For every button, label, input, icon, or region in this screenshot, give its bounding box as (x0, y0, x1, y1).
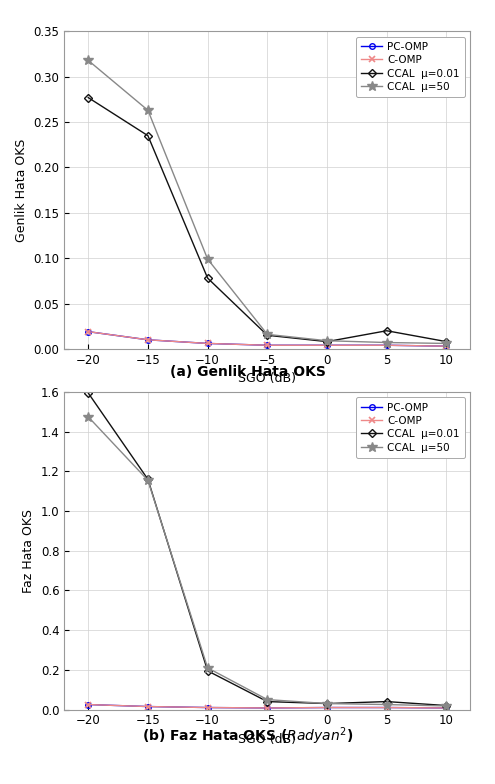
CCAL  μ=0.01 (444, 701, 449, 710)
Line: CCAL  μ=0.01: CCAL μ=0.01 (85, 390, 449, 709)
Text: (b) Faz Hata OKS ($\mathit{Radyan}^2$): (b) Faz Hata OKS ($\mathit{Radyan}^2$) (142, 725, 353, 747)
CCAL  μ=0.01 (85, 93, 91, 102)
Y-axis label: Genlik Hata OKS: Genlik Hata OKS (15, 139, 28, 241)
CCAL  μ=50 (204, 254, 210, 263)
PC-OMP (264, 703, 270, 713)
C-OMP (85, 327, 91, 336)
CCAL  μ=50 (85, 412, 91, 422)
PC-OMP (384, 340, 390, 350)
C-OMP (204, 339, 210, 348)
PC-OMP (324, 340, 330, 350)
CCAL  μ=0.01 (324, 699, 330, 708)
CCAL  μ=0.01 (264, 697, 270, 706)
C-OMP (145, 335, 151, 344)
C-OMP (444, 703, 449, 713)
PC-OMP (145, 335, 151, 344)
CCAL  μ=50 (264, 695, 270, 704)
CCAL  μ=0.01 (204, 666, 210, 676)
PC-OMP (324, 702, 330, 712)
PC-OMP (204, 702, 210, 712)
CCAL  μ=50 (204, 663, 210, 673)
CCAL  μ=50 (384, 338, 390, 347)
Line: CCAL  μ=50: CCAL μ=50 (83, 412, 451, 711)
PC-OMP (264, 340, 270, 350)
C-OMP (324, 340, 330, 350)
C-OMP (264, 703, 270, 713)
C-OMP (145, 702, 151, 711)
C-OMP (324, 702, 330, 712)
Line: PC-OMP: PC-OMP (86, 702, 449, 711)
CCAL  μ=0.01 (384, 326, 390, 336)
Y-axis label: Faz Hata OKS: Faz Hata OKS (22, 509, 35, 593)
CCAL  μ=0.01 (324, 337, 330, 347)
Line: CCAL  μ=50: CCAL μ=50 (83, 56, 451, 348)
Line: PC-OMP: PC-OMP (86, 328, 449, 349)
CCAL  μ=0.01 (145, 131, 151, 140)
CCAL  μ=50 (145, 106, 151, 115)
PC-OMP (85, 700, 91, 710)
PC-OMP (384, 702, 390, 712)
Line: C-OMP: C-OMP (85, 701, 450, 711)
C-OMP (384, 340, 390, 350)
CCAL  μ=50 (324, 699, 330, 708)
PC-OMP (145, 702, 151, 711)
X-axis label: SGO (dB): SGO (dB) (238, 733, 297, 746)
Line: C-OMP: C-OMP (85, 328, 450, 350)
CCAL  μ=0.01 (264, 331, 270, 340)
CCAL  μ=0.01 (204, 274, 210, 283)
C-OMP (444, 342, 449, 351)
Legend: PC-OMP, C-OMP, CCAL  μ=0.01, CCAL  μ=50: PC-OMP, C-OMP, CCAL μ=0.01, CCAL μ=50 (356, 397, 465, 458)
CCAL  μ=50 (85, 56, 91, 65)
Legend: PC-OMP, C-OMP, CCAL  μ=0.01, CCAL  μ=50: PC-OMP, C-OMP, CCAL μ=0.01, CCAL μ=50 (356, 37, 465, 97)
PC-OMP (85, 327, 91, 336)
PC-OMP (444, 703, 449, 713)
CCAL  μ=0.01 (145, 474, 151, 484)
CCAL  μ=50 (384, 700, 390, 710)
X-axis label: SGO (dB): SGO (dB) (238, 372, 297, 385)
C-OMP (204, 702, 210, 712)
CCAL  μ=50 (444, 339, 449, 348)
CCAL  μ=0.01 (444, 337, 449, 347)
CCAL  μ=0.01 (85, 388, 91, 397)
CCAL  μ=50 (264, 329, 270, 339)
CCAL  μ=50 (444, 701, 449, 710)
C-OMP (85, 700, 91, 710)
CCAL  μ=50 (324, 336, 330, 346)
PC-OMP (444, 342, 449, 351)
Text: (a) Genlik Hata OKS: (a) Genlik Hata OKS (170, 365, 325, 379)
C-OMP (384, 702, 390, 712)
PC-OMP (204, 339, 210, 348)
CCAL  μ=50 (145, 476, 151, 485)
C-OMP (264, 340, 270, 350)
Line: CCAL  μ=0.01: CCAL μ=0.01 (85, 94, 449, 345)
CCAL  μ=0.01 (384, 697, 390, 706)
